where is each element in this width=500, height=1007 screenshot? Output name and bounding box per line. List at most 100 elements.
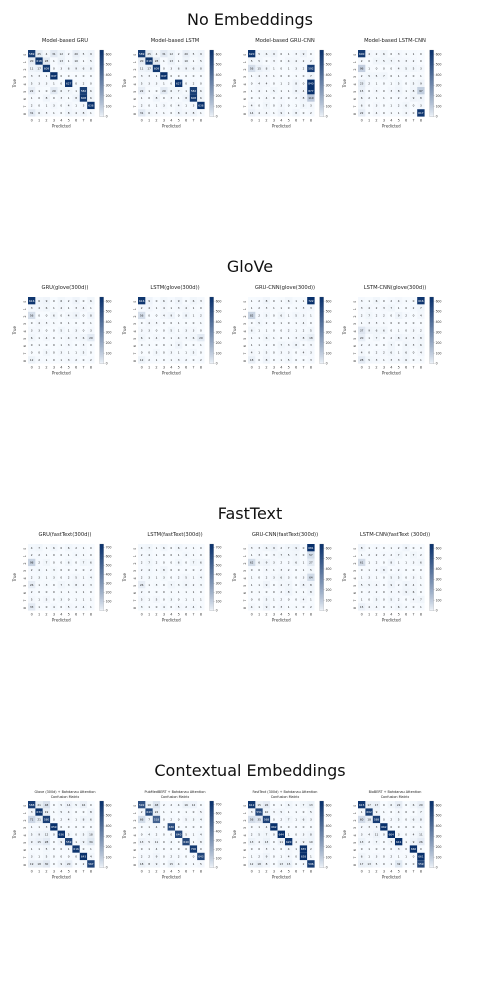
x-tick-label: 8 <box>90 366 92 370</box>
heatmap-cell <box>42 72 51 80</box>
heatmap-cell <box>50 823 58 831</box>
cell-value-label: 655 <box>301 847 307 851</box>
cell-value-label: 0 <box>383 343 385 347</box>
colorbar-segment <box>209 854 214 857</box>
heatmap-cell <box>380 558 388 567</box>
cell-value-label: 6 <box>53 314 55 318</box>
cell-value-label: 3 <box>163 104 165 108</box>
cell-value-label: 1 <box>141 96 143 100</box>
colorbar-segment <box>429 316 434 319</box>
cell-value-label: 3 <box>75 336 77 340</box>
cell-value-label: 1 <box>68 553 70 557</box>
x-tick-label: 3 <box>273 870 275 874</box>
cell-value-label: 0 <box>170 568 172 572</box>
colorbar-segment <box>99 113 104 116</box>
heatmap-cell <box>372 72 381 80</box>
colorbar-tick-label: 100 <box>436 855 442 859</box>
cell-value-label: 3 <box>376 104 378 108</box>
heatmap-cell <box>145 860 153 868</box>
cell-value-label: 4 <box>288 847 290 851</box>
colorbar-segment <box>99 575 104 578</box>
cell-value-label: 0 <box>273 314 275 318</box>
cell-value-label: 5 <box>266 598 268 602</box>
colorbar-segment <box>319 343 324 346</box>
heatmap-cell <box>152 319 161 327</box>
heatmap-cell <box>277 94 285 102</box>
colorbar-tick-label: 600 <box>326 803 332 807</box>
heatmap-cell <box>57 566 65 574</box>
colorbar-segment <box>429 358 434 361</box>
heatmap-cell <box>57 830 65 838</box>
cell-value-label: 6 <box>178 546 180 550</box>
cell-value-label: 8 <box>398 336 400 340</box>
heatmap-cell <box>395 544 403 552</box>
heatmap-cell <box>292 838 300 846</box>
cell-value-label: 4 <box>60 306 62 310</box>
colorbar-segment <box>429 350 434 353</box>
cell-value-label: 4 <box>398 299 400 303</box>
heatmap-cell <box>417 595 425 604</box>
heatmap-cell <box>402 551 410 559</box>
heatmap-cell <box>175 544 183 552</box>
colorbar-segment <box>319 91 324 94</box>
cell-value-label: 0 <box>383 840 385 844</box>
y-tick-label: 6 <box>23 592 27 594</box>
cell-value-label: 0 <box>303 546 305 550</box>
colorbar-segment <box>99 578 104 581</box>
heatmap-cell <box>277 50 285 58</box>
colorbar-segment <box>429 101 434 104</box>
colorbar-tick-label: 400 <box>436 567 442 571</box>
cell-value-label: 2 <box>31 590 33 594</box>
heatmap-cell <box>182 341 190 349</box>
heatmap-cell <box>72 57 80 65</box>
colorbar-segment <box>319 361 324 364</box>
cell-value-label: 9 <box>156 862 158 866</box>
cell-value-label: 0 <box>83 74 85 78</box>
heatmap-cell <box>189 101 198 110</box>
colorbar-segment <box>429 109 434 112</box>
heatmap-cell <box>365 341 373 349</box>
cell-value-label: 9 <box>376 810 378 814</box>
cell-value-label: 1 <box>38 598 40 602</box>
cell-value-label: 4 <box>148 553 150 557</box>
heatmap-cell <box>35 94 43 102</box>
colorbar-segment <box>209 587 214 590</box>
y-tick-label: 5 <box>23 338 27 340</box>
heatmap-cell <box>50 544 58 552</box>
colorbar-segment <box>99 303 104 306</box>
cell-value-label: 1 <box>156 568 158 572</box>
y-tick-label: 2 <box>133 69 137 71</box>
heatmap-cell <box>28 319 36 327</box>
heatmap-cell <box>79 79 88 87</box>
cell-value-label: 4 <box>193 605 195 609</box>
colorbar-segment <box>99 552 104 555</box>
heatmap-cell <box>65 356 73 364</box>
cell-value-label: 1 <box>178 553 180 557</box>
y-tick-label: 4 <box>133 330 137 332</box>
heatmap-cell <box>292 558 300 567</box>
cell-value-label: 17 <box>147 67 151 71</box>
heatmap-cell <box>189 838 198 846</box>
cell-value-label: 1 <box>46 546 48 550</box>
heatmap-cell <box>87 852 95 861</box>
colorbar-segment <box>209 348 214 351</box>
colorbar-segment <box>319 341 324 344</box>
cell-value-label: 0 <box>273 299 275 303</box>
cell-value-label: 0 <box>83 810 85 814</box>
heatmap-cell <box>395 573 403 581</box>
colorbar-segment <box>99 865 104 868</box>
heatmap-cell <box>50 348 58 357</box>
cell-value-label: 0 <box>303 81 305 85</box>
heatmap-cell <box>87 573 95 581</box>
cell-value-label: 1 <box>251 553 253 557</box>
heatmap-cell <box>387 297 395 305</box>
colorbar-segment <box>429 600 434 603</box>
heatmap-cell <box>417 823 425 831</box>
colorbar-segment <box>319 547 324 550</box>
cell-value-label: 1 <box>420 575 422 579</box>
cell-value-label: 2 <box>368 81 370 85</box>
colorbar-segment <box>429 94 434 97</box>
heatmap-cell <box>277 297 285 305</box>
cell-value-label: 615 <box>359 803 365 807</box>
cell-value-label: 0 <box>295 351 297 355</box>
